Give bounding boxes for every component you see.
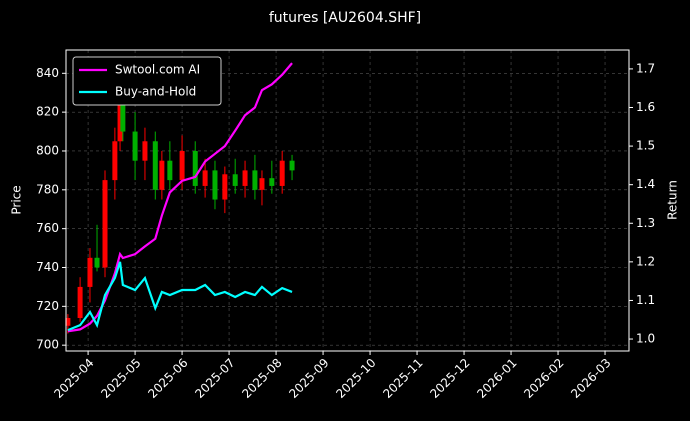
x-tick-label: 2025-06 bbox=[145, 356, 190, 401]
y2-axis-label: Return bbox=[666, 180, 680, 220]
x-tick-label: 2025-08 bbox=[239, 356, 284, 401]
x-tick-label: 2025-07 bbox=[192, 356, 237, 401]
y2-tick-label: 1.1 bbox=[636, 293, 655, 307]
x-tick-label: 2025-09 bbox=[286, 356, 331, 401]
y2-tick-label: 1.6 bbox=[636, 100, 655, 114]
candle-body bbox=[259, 178, 265, 190]
x-tick-label: 2026-03 bbox=[568, 356, 613, 401]
candle-body bbox=[159, 160, 165, 190]
candle-body bbox=[142, 141, 148, 161]
candle-body bbox=[232, 174, 238, 186]
plot-frame bbox=[65, 49, 630, 352]
y-tick-label: 760 bbox=[36, 221, 59, 235]
y-tick-label: 840 bbox=[36, 66, 59, 80]
legend: Swtool.com AI Buy-and-Hold bbox=[72, 56, 222, 106]
x-tick-label: 2025-12 bbox=[427, 356, 472, 401]
legend-label: Swtool.com AI bbox=[115, 63, 200, 77]
legend-box bbox=[72, 56, 222, 106]
y-tick-label: 720 bbox=[36, 299, 59, 313]
candle-body bbox=[65, 317, 71, 326]
candle-body bbox=[179, 150, 185, 181]
y2-tick-label: 1.0 bbox=[636, 332, 655, 346]
y-tick-label: 800 bbox=[36, 143, 59, 157]
y2-tick-label: 1.2 bbox=[636, 254, 655, 268]
candle-body bbox=[77, 286, 83, 318]
x-tick-label: 2026-02 bbox=[521, 356, 566, 401]
candle-body bbox=[269, 178, 275, 186]
candle-body bbox=[167, 160, 173, 181]
candle-body bbox=[87, 257, 93, 287]
candle-body bbox=[242, 170, 248, 186]
x-tick-label: 2025-10 bbox=[333, 356, 378, 401]
candle-body bbox=[289, 160, 295, 171]
x-tick-label: 2025-04 bbox=[51, 356, 96, 401]
y2-tick-label: 1.5 bbox=[636, 139, 655, 153]
candle-body bbox=[192, 150, 198, 186]
line bbox=[67, 62, 293, 333]
candle-body bbox=[212, 170, 218, 200]
chart-title: futures [AU2604.SHF] bbox=[269, 10, 421, 26]
y-tick-label: 700 bbox=[36, 338, 59, 352]
legend-label: Buy-and-Hold bbox=[115, 85, 196, 99]
y-tick-label: 780 bbox=[36, 182, 59, 196]
candle-body bbox=[132, 131, 138, 161]
candle-body bbox=[202, 170, 208, 186]
candle-body bbox=[94, 257, 100, 268]
candle-body bbox=[252, 170, 258, 190]
y-tick-label: 820 bbox=[36, 105, 59, 119]
y2-tick-label: 1.3 bbox=[636, 216, 655, 230]
candle-body bbox=[222, 174, 228, 200]
candle-body bbox=[102, 180, 108, 268]
candle-body bbox=[112, 141, 118, 181]
y2-tick-label: 1.7 bbox=[636, 61, 655, 75]
candle-body bbox=[279, 160, 285, 186]
y-axis-label: Price bbox=[10, 185, 24, 214]
x-tick-label: 2026-01 bbox=[474, 356, 519, 401]
line bbox=[67, 261, 293, 332]
candle-body bbox=[120, 92, 126, 132]
x-tick-label: 2025-05 bbox=[98, 356, 143, 401]
y-tick-label: 740 bbox=[36, 260, 59, 274]
candle-body bbox=[152, 141, 158, 190]
x-tick-label: 2025-11 bbox=[380, 356, 425, 401]
y2-tick-label: 1.4 bbox=[636, 177, 655, 191]
candle-body bbox=[117, 92, 123, 142]
